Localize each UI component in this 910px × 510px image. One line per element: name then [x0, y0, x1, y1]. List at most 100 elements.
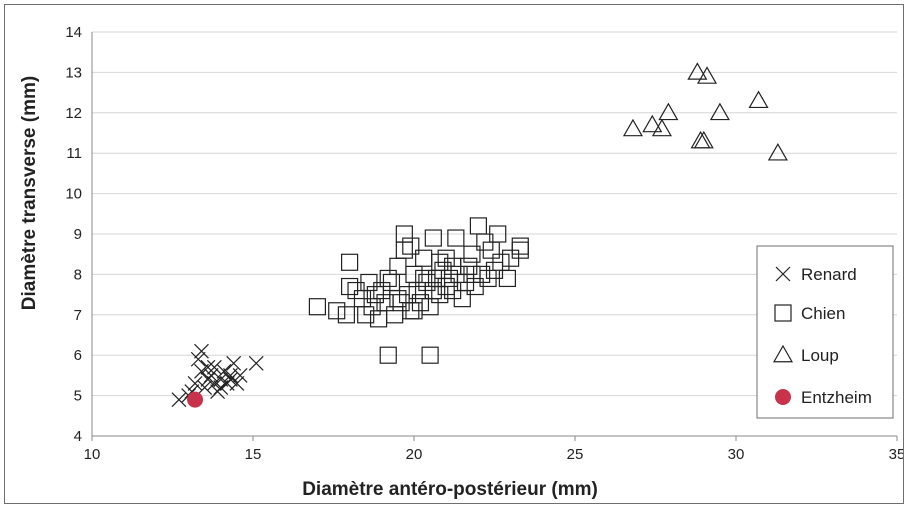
point-loup [690, 130, 711, 149]
point-chien [473, 265, 491, 283]
scatter-chart: 4 5 6 7 8 9 10 11 12 13 14 10 15 20 25 30 35 Diamètre a… [19, 24, 905, 500]
x-tick-label: 10 [84, 446, 101, 463]
y-tick-label: 12 [65, 105, 82, 122]
series-loup [622, 62, 788, 161]
y-tick-label: 13 [65, 64, 82, 81]
point-renard [216, 363, 232, 379]
point-chien [421, 298, 439, 316]
point-chien [337, 306, 355, 324]
x-tick-label: 35 [889, 446, 903, 463]
y-axis-title: Diamètre transverse (mm) [19, 76, 40, 310]
point-renard [190, 351, 206, 367]
point-chien [489, 225, 507, 243]
point-chien [415, 249, 433, 267]
x-tick-label: 20 [406, 446, 423, 463]
legend-item-entzheim: Entzheim [775, 388, 872, 407]
point-chien [379, 269, 397, 288]
legend: Renard Chien Loup Entzheim [756, 245, 894, 419]
point-chien [379, 346, 397, 364]
point-loup [693, 130, 714, 149]
point-chien [431, 253, 449, 271]
point-loup [642, 114, 663, 133]
y-axis: 4 5 6 7 8 9 10 11 12 13 14 [65, 24, 93, 445]
point-renard [203, 367, 219, 383]
x-axis: 10 15 20 25 30 35 [84, 435, 905, 463]
y-tick-label: 6 [74, 347, 82, 364]
point-renard [223, 372, 238, 387]
series-renard [171, 343, 264, 408]
legend-marker-chien [774, 304, 792, 322]
y-tick-label: 4 [74, 428, 82, 445]
y-tick-label: 7 [74, 307, 82, 324]
point-chien [463, 265, 481, 283]
point-loup [696, 66, 718, 84]
legend-marker-loup [772, 344, 794, 363]
point-renard [226, 355, 242, 371]
x-axis-title: Diamètre antéro-postérieur (mm) [302, 479, 598, 500]
point-chien [424, 281, 442, 300]
point-chien [437, 249, 455, 267]
grid-lines [92, 31, 897, 437]
point-chien [447, 229, 465, 247]
legend-label: Renard [801, 265, 857, 284]
point-chien [511, 237, 529, 255]
y-tick-label: 11 [66, 145, 82, 162]
point-renard [197, 380, 213, 395]
point-renard [229, 376, 245, 391]
point-renard [187, 376, 203, 391]
point-loup [622, 118, 643, 137]
point-entzheim [187, 391, 204, 408]
point-renard [232, 367, 248, 383]
point-chien [363, 298, 381, 316]
point-chien [405, 302, 423, 320]
point-renard [206, 376, 222, 391]
point-chien [402, 237, 420, 255]
legend-item-loup: Loup [772, 344, 839, 365]
data-points [171, 62, 788, 408]
point-chien [360, 273, 378, 292]
point-chien [308, 298, 326, 316]
legend-box [756, 245, 894, 419]
x-tick-label: 25 [567, 446, 584, 463]
point-renard [194, 343, 209, 359]
x-tick-label: 30 [728, 446, 745, 463]
point-chien [389, 290, 407, 308]
legend-marker-entzheim [775, 389, 791, 405]
series-entzheim [187, 391, 204, 408]
y-tick-label: 10 [65, 186, 82, 203]
point-renard [248, 355, 264, 371]
point-renard [194, 363, 209, 379]
point-chien [463, 245, 481, 263]
y-tick-label: 9 [74, 226, 82, 243]
point-chien [328, 302, 346, 320]
legend-item-chien: Chien [774, 304, 845, 323]
y-tick-label: 14 [65, 24, 82, 41]
x-tick-label: 15 [245, 446, 262, 463]
point-chien [498, 269, 516, 288]
point-chien [389, 257, 407, 275]
point-renard [206, 359, 222, 375]
legend-label: Chien [801, 304, 845, 323]
point-renard [200, 359, 216, 375]
legend-label: Entzheim [801, 388, 872, 407]
point-chien [424, 229, 442, 247]
point-loup [709, 102, 730, 121]
point-loup [748, 90, 769, 109]
point-renard [171, 392, 187, 408]
y-tick-label: 5 [74, 388, 82, 405]
point-loup [651, 118, 672, 137]
point-chien [369, 310, 388, 328]
y-tick-label: 8 [74, 266, 82, 283]
legend-label: Loup [801, 346, 839, 365]
point-loup [767, 142, 788, 161]
point-loup [658, 102, 679, 121]
point-renard [213, 380, 229, 395]
point-chien [421, 346, 439, 364]
series-chien [308, 217, 529, 364]
legend-marker-renard [775, 266, 791, 282]
legend-item-renard: Renard [775, 265, 857, 284]
point-chien [341, 277, 359, 296]
point-chien [341, 253, 359, 271]
chart-frame: 4 5 6 7 8 9 10 11 12 13 14 10 15 20 25 30 35 Diamètre a… [4, 4, 905, 504]
point-chien [415, 269, 433, 288]
